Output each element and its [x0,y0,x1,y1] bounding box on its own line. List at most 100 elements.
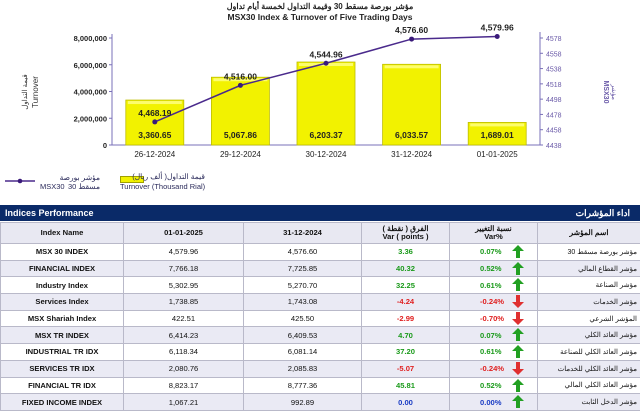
y-right-tick-label: 4498 [546,97,562,104]
bar-value-label: 1,689.01 [481,130,514,140]
header-varp-en: Var% [484,232,503,241]
down-arrow-icon [511,362,525,375]
trend-arrow [511,345,525,358]
line-value-label: 4,576.60 [395,25,428,35]
cell-var-percent: 0.07% [450,327,538,344]
cell-var-points: 32.25 [362,277,450,294]
legend-line-label: MSX30 [40,182,65,191]
cell-index-name-ar: مؤشر الخدمات [538,294,640,311]
var-percent-value: 0.00% [480,398,502,407]
cell-index-name-ar: مؤشر العائد الكلي للخدمات [538,360,640,377]
cell-value-date2: 992.89 [244,394,362,411]
up-arrow-icon [511,278,525,291]
cell-value-date1: 6,414.23 [124,327,244,344]
cell-var-percent: -0.70% [450,310,538,327]
var-percent-value: 0.07% [480,247,502,256]
up-arrow-icon [511,345,525,358]
bar-value-label: 6,033.57 [395,130,428,140]
cell-var-percent: 0.07% [450,244,538,261]
table-header-row: Index Name 01-01-2025 31-12-2024 الفرق (… [1,223,640,244]
cell-var-points: 3.36 [362,244,450,261]
y-left-tick-label: 6,000,000 [74,61,107,70]
cell-value-date2: 7,725.85 [244,260,362,277]
cell-value-date1: 8,823.17 [124,377,244,394]
y-right-tick-label: 4518 [546,82,562,89]
header-index-name: Index Name [1,223,124,244]
var-percent-value: 0.07% [480,331,502,340]
bar-value-label: 6,203.37 [309,130,342,140]
var-percent-value: 0.61% [480,347,502,356]
header-date2: 31-12-2024 [244,223,362,244]
cell-value-date1: 1,738.85 [124,294,244,311]
cell-value-date1: 2,080.76 [124,360,244,377]
var-percent-value: 0.52% [480,381,502,390]
cell-index-name: SERVICES TR IDX [1,360,124,377]
cell-value-date2: 6,409.53 [244,327,362,344]
msx30-point [238,83,243,88]
cell-index-name: MSX 30 INDEX [1,244,124,261]
cell-var-points: 0.00 [362,394,450,411]
cell-value-date2: 5,270.70 [244,277,362,294]
y-right-tick-label: 4478 [546,112,562,119]
up-arrow-icon [511,262,525,275]
up-arrow-icon [511,395,525,408]
cell-value-date1: 1,067.21 [124,394,244,411]
y-right-tick-label: 4558 [546,51,562,58]
cell-index-name: MSX Shariah Index [1,310,124,327]
cell-index-name-ar: المؤشر الشرعي [538,310,640,327]
x-tick-label: 29-12-2024 [220,150,261,159]
cell-value-date1: 6,118.34 [124,344,244,361]
cell-var-points: 4.70 [362,327,450,344]
cell-index-name-ar: مؤشر العائد الكلي المالي [538,377,640,394]
cell-value-date1: 7,766.18 [124,260,244,277]
y-left-label: Turnover [31,76,40,108]
line-value-label: 4,544.96 [309,49,342,59]
indices-title: Indices Performance [5,208,94,218]
trend-arrow [511,395,525,408]
y-right-label: MSX30 [602,81,609,104]
cell-var-percent: -0.24% [450,294,538,311]
x-tick-label: 30-12-2024 [306,150,347,159]
header-name-ar: اسم المؤشر [538,223,640,244]
indices-header-bar: Indices Performance اداء المؤشرات [0,205,640,221]
up-arrow-icon [511,245,525,258]
trend-arrow [511,262,525,275]
cell-var-percent: 0.00% [450,394,538,411]
indices-title-ar: اداء المؤشرات [576,208,630,219]
x-tick-label: 01-01-2025 [477,150,518,159]
bar-highlight [385,65,439,68]
bar-value-label: 3,360.65 [138,130,171,140]
cell-var-percent: -0.24% [450,360,538,377]
trend-arrow [511,312,525,325]
chart-legend: مؤشر بورصة مسقط 30 MSX30 قيمة التداول( أ… [0,171,640,193]
line-value-label: 4,579.96 [481,23,514,33]
cell-var-points: -5.07 [362,360,450,377]
cell-var-percent: 0.52% [450,260,538,277]
bar-value-label: 5,067.86 [224,130,257,140]
trend-arrow [511,295,525,308]
var-percent-value: 0.52% [480,264,502,273]
line-value-label: 4,468.19 [138,108,171,118]
cell-index-name-ar: مؤشر العائد الكلي للصناعة [538,344,640,361]
var-percent-value: -0.24% [480,297,504,306]
trend-arrow [511,362,525,375]
legend-bar-label-ar: قيمة التداول( ألف ريال) [120,172,205,181]
trend-arrow [511,245,525,258]
y-right-tick-label: 4538 [546,67,562,74]
y-right-tick-label: 4438 [546,143,562,150]
cell-index-name: INDUSTRIAL TR IDX [1,344,124,361]
cell-index-name: FINANCIAL INDEX [1,260,124,277]
y-left-tick-label: 2,000,000 [74,114,107,123]
cell-index-name-ar: مؤشر بورصة مسقط 30 [538,244,640,261]
indices-performance-panel: Indices Performance اداء المؤشرات Index … [0,205,640,409]
y-left-tick-label: 8,000,000 [74,34,107,43]
var-percent-value: -0.24% [480,364,504,373]
